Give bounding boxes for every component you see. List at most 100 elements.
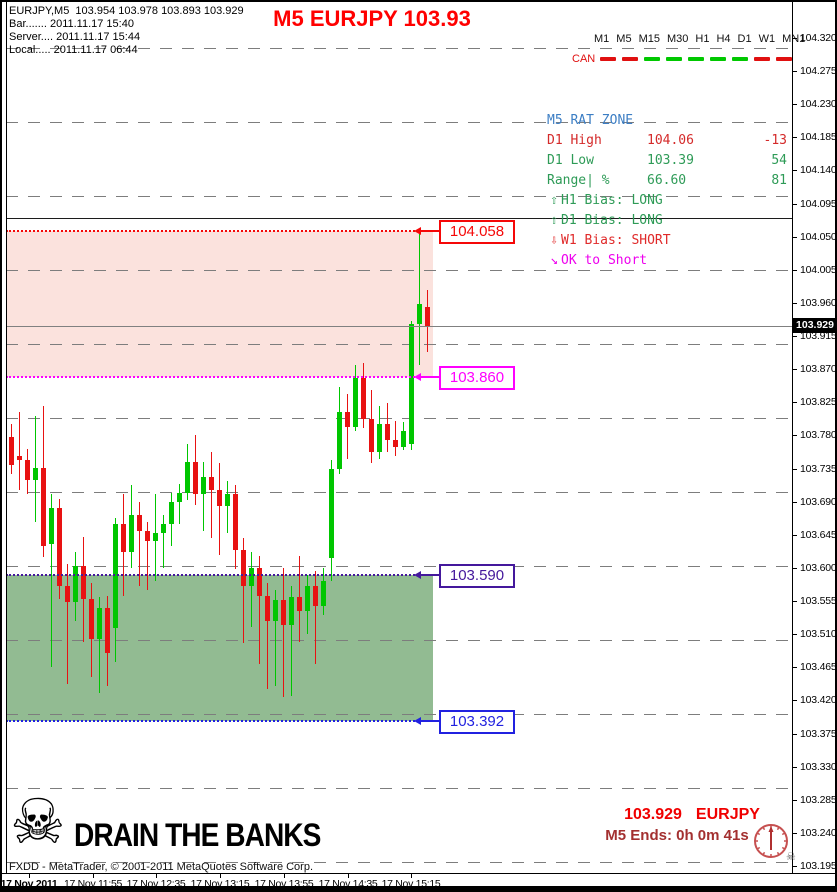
price-tick [792,734,797,735]
current-price-tag: 103.929 [793,318,835,333]
candle [233,494,238,550]
time-tick [156,873,157,878]
candle [217,490,222,506]
level-price-tag[interactable]: 103.392 [439,710,515,734]
bias-text: OK to Short [561,253,648,268]
price-tick-label: 103.870 [800,363,837,375]
price-tick [792,634,797,635]
rat-row-num: 54 [771,153,787,168]
status-price-row: 103.929 EURJPY [602,806,782,824]
can-dash-red [600,57,617,61]
timeframe-button-m5[interactable]: M5 [616,33,632,45]
bias-arrow-icon: ⇧ [550,193,558,208]
price-tick-label: 103.645 [800,529,837,541]
can-dash-green [688,57,705,61]
rat-panel-title-row: M5 RAT ZONE [547,111,787,131]
candle-wick [283,568,284,697]
level-price-tag[interactable]: 103.860 [439,366,515,390]
brand-text: DRAIN THE BANKS [74,818,321,854]
candle [297,597,302,611]
price-tick-label: 103.825 [800,396,837,408]
rat-row-value: 66.60 [647,173,687,188]
candle-wick [163,515,164,568]
timeframe-button-h1[interactable]: H1 [695,33,710,45]
timeframe-button-mn1[interactable]: MN1 [782,33,806,45]
timeframe-button-w1[interactable]: W1 [758,33,776,45]
candle-wick [227,481,228,533]
candle-wick [243,538,244,643]
page-title: M5 EURJPY 103.93 [273,6,471,31]
status-price: 103.929 [624,806,682,823]
candle [73,566,78,602]
candle [193,462,198,494]
candle-wick [179,484,180,524]
candle [161,524,166,533]
price-tick [792,502,797,503]
horizontal-gridline [6,344,792,345]
price-tick [792,38,797,39]
price-tick-label: 104.275 [800,65,837,77]
can-dash-green [710,57,727,61]
candle [225,494,230,506]
candle [425,307,430,326]
candle-wick [147,522,148,590]
candle [273,600,278,621]
bar-countdown: M5 Ends: 0h 0m 41s [605,827,749,844]
copyright-text: FXDD - MetaTrader, © 2001-2011 MetaQuote… [9,861,314,873]
candle-wick [395,421,396,456]
chart-info-block: EURJPY,M5 103.954 103.978 103.893 103.92… [9,5,244,57]
rat-panel-title: M5 RAT ZONE [547,113,634,128]
time-tick [93,873,94,878]
level-connector [421,376,439,378]
bias-arrow-icon: ⇧ [550,213,558,228]
level-price-tag[interactable]: 104.058 [439,220,515,244]
price-tick-label: 103.420 [800,694,837,706]
candle [321,581,326,606]
timeframe-button-m1[interactable]: M1 [594,33,610,45]
axis-separator [792,2,793,873]
rat-row-value: 103.39 [647,153,694,168]
rat-row-value: 104.06 [647,133,694,148]
timeframe-button-h4[interactable]: H4 [716,33,731,45]
timeframe-button-m15[interactable]: M15 [638,33,660,45]
candle [337,412,342,469]
time-tick [411,873,412,878]
level-arrow [414,717,421,725]
candle [105,608,110,653]
can-dash-green [644,57,661,61]
local-time-line: Local..... 2011.11.17 06:44 [9,44,138,56]
level-price-tag[interactable]: 103.590 [439,564,515,588]
price-tick [792,866,797,867]
candle [369,419,374,452]
price-tick [792,700,797,701]
candle-wick [203,462,204,531]
timeframe-button-m30[interactable]: M30 [666,33,689,45]
candle [281,600,286,625]
candle-wick [51,494,52,667]
rat-row: D1 High 104.06 -13 [547,131,787,151]
candle [49,508,54,544]
candle [289,597,294,625]
price-tick [792,170,797,171]
candle [185,462,190,493]
bias-text: D1 Bias: LONG [561,213,663,228]
ohlc-line: EURJPY,M5 103.954 103.978 103.893 103.92… [9,5,244,17]
candle-wick [251,552,252,627]
can-indicator-row: CAN [572,53,798,65]
horizontal-gridline [6,492,792,493]
candle [345,412,350,427]
horizontal-gridline [6,640,792,641]
price-tick-label: 103.960 [800,297,837,309]
rat-row: D1 Low 103.39 54 [547,151,787,171]
candle [377,424,382,452]
timeframe-button-d1[interactable]: D1 [737,33,752,45]
price-tick [792,568,797,569]
horizontal-gridline [6,418,792,419]
rat-zone-panel: M5 RAT ZONE D1 High 104.06 -13 D1 Low 103.39… [547,111,787,271]
candle [89,599,94,639]
candle [329,469,334,558]
bias-arrow-icon: ⇩ [550,233,558,248]
candle [17,456,22,460]
level-connector [421,230,439,232]
